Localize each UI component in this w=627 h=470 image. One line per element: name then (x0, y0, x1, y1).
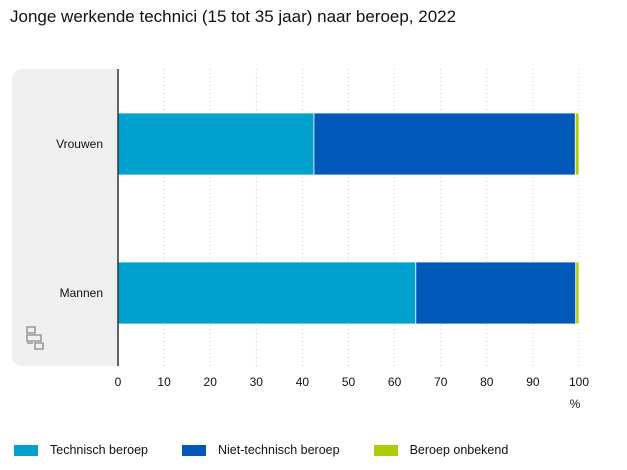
bar-segment (415, 261, 577, 325)
x-tick-label: 100 (569, 375, 589, 389)
category-label: Vrouwen (56, 137, 103, 151)
legend-item: Niet-technisch beroep (181, 443, 340, 457)
bar-segment (117, 112, 315, 176)
legend-item: Technisch beroep (14, 443, 148, 457)
legend: Technisch beroep Niet-technisch beroep Ber… (14, 440, 542, 460)
x-axis-unit: % (570, 397, 581, 411)
cbs-logo-icon (26, 326, 44, 350)
category-panel-right-fill (100, 69, 118, 366)
x-tick-label: 10 (157, 375, 171, 389)
bars (117, 112, 580, 325)
category-panel (12, 69, 118, 366)
bar-segment (575, 261, 580, 325)
bar-segment (574, 112, 580, 176)
category-label: Mannen (60, 286, 103, 300)
legend-label: Technisch beroep (50, 443, 148, 457)
legend-item: Beroep onbekend (373, 443, 509, 457)
x-tick-label: 20 (204, 375, 218, 389)
category-labels: Vrouwen Mannen (56, 137, 103, 300)
grid-lines (163, 69, 580, 366)
legend-swatch (14, 444, 38, 456)
x-tick-label: 70 (434, 375, 448, 389)
chart-title: Jonge werkende technici (15 tot 35 jaar)… (10, 7, 457, 26)
x-tick-label: 50 (342, 375, 356, 389)
bar-segment (313, 112, 576, 176)
x-tick-labels: 0 10 20 30 40 50 60 70 80 90 100 (115, 375, 590, 389)
legend-label: Beroep onbekend (409, 443, 509, 457)
x-tick-label: 80 (480, 375, 494, 389)
legend-label: Niet-technisch beroep (217, 443, 340, 457)
legend-swatch (181, 444, 206, 456)
x-tick-label: 30 (250, 375, 264, 389)
x-tick-label: 0 (115, 375, 122, 389)
x-tick-label: 40 (296, 375, 310, 389)
bar-segment (117, 261, 417, 325)
x-tick-label: 90 (526, 375, 540, 389)
x-tick-label: 60 (388, 375, 402, 389)
legend-swatch (373, 444, 398, 456)
